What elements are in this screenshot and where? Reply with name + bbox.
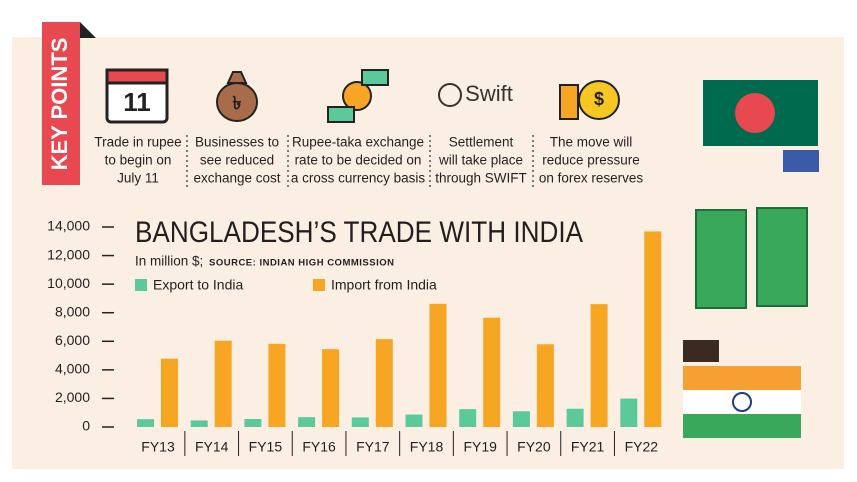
y-tick-label: 14,000 (47, 218, 90, 234)
flag-stripe (683, 366, 801, 390)
bar (190, 420, 208, 427)
bar (322, 349, 340, 427)
bar (483, 317, 501, 427)
key-point-text: on forex reserves (539, 171, 644, 186)
key-point-text: July 11 (117, 171, 159, 186)
sleeve (783, 150, 819, 172)
key-point-text: Trade in rupee (94, 135, 181, 150)
x-tick-label: FY22 (625, 439, 659, 455)
sleeve (683, 340, 719, 362)
key-points-label: KEY POINTS (47, 38, 72, 171)
chart-subtitle: In million $; (135, 254, 203, 269)
banknote (756, 207, 808, 307)
money-bag-icon (216, 71, 258, 122)
chart-title: BANGLADESH’S TRADE WITH INDIA (135, 216, 583, 249)
x-tick-label: FY17 (356, 439, 390, 455)
bar (536, 344, 554, 427)
y-tick-label: 4,000 (55, 361, 90, 377)
y-tick-label: 10,000 (47, 275, 90, 291)
coins-icon (559, 80, 620, 120)
bar (566, 408, 584, 427)
chakra (732, 392, 752, 412)
key-point-text: Businesses to (195, 135, 279, 150)
bar (298, 417, 316, 427)
bar (244, 419, 262, 427)
note (327, 106, 355, 123)
bar (644, 231, 662, 427)
chart-source: SOURCE: INDIAN HIGH COMMISSION (209, 258, 394, 269)
bar (620, 398, 638, 427)
key-point-text: will take place (438, 153, 523, 168)
calendar-header (105, 68, 169, 85)
bar (590, 304, 608, 427)
bar (161, 358, 178, 427)
y-tick-label: 6,000 (55, 332, 90, 348)
x-tick-label: FY19 (463, 439, 497, 455)
note (361, 69, 389, 86)
key-point-text: rate to be decided on (295, 153, 422, 168)
dividers (186, 135, 534, 187)
x-tick-label: FY13 (141, 439, 175, 455)
coin-stack (559, 84, 579, 120)
key-point-text: The move will (550, 135, 633, 150)
calendar-icon (105, 68, 169, 124)
bar (214, 340, 232, 427)
legend-label: Export to India (153, 277, 243, 293)
key-point-text: through SWIFT (435, 171, 527, 186)
key-point-text: to begin on (105, 153, 172, 168)
key-point-text: see reduced (200, 153, 274, 168)
x-tick-label: FY20 (517, 439, 551, 455)
bar (512, 411, 530, 427)
bar (459, 409, 477, 427)
exchange-icon (327, 69, 389, 123)
tab-fold (80, 22, 96, 38)
legend-swatch (313, 279, 325, 291)
x-tick-label: FY15 (249, 439, 283, 455)
icon-text: $ (594, 89, 604, 109)
legend-swatch (135, 279, 147, 291)
swift-globe (438, 83, 462, 107)
y-tick-label: 8,000 (55, 303, 90, 319)
flag-stripe (683, 414, 801, 438)
bar (405, 414, 423, 427)
key-point-text: a cross currency basis (291, 171, 426, 186)
bar (351, 417, 369, 427)
key-point-text: reduce pressure (542, 153, 640, 168)
bar (429, 303, 447, 427)
bar (137, 419, 154, 427)
key-points-tab (42, 22, 80, 185)
bar (375, 339, 393, 427)
y-tick-label: 12,000 (47, 246, 90, 262)
banknote (695, 209, 747, 309)
bar (268, 343, 286, 427)
y-tick-label: 2,000 (55, 389, 90, 405)
key-point-text: Settlement (449, 135, 514, 150)
icon-text: ৳ (233, 93, 242, 113)
key-point-text: exchange cost (193, 171, 280, 186)
icon-text: Swift (465, 81, 513, 106)
legend-label: Import from India (331, 277, 437, 293)
x-tick-label: FY21 (571, 439, 605, 455)
y-tick-label: 0 (82, 418, 90, 434)
key-point-text: Rupee-taka exchange (292, 135, 424, 150)
globe (342, 81, 372, 111)
flag-disc (735, 93, 775, 133)
x-tick-label: FY18 (410, 439, 444, 455)
x-tick-label: FY14 (195, 439, 229, 455)
illustration (683, 80, 819, 438)
bag-top (226, 71, 248, 84)
x-tick-label: FY16 (302, 439, 336, 455)
icon-text: 11 (123, 87, 151, 117)
